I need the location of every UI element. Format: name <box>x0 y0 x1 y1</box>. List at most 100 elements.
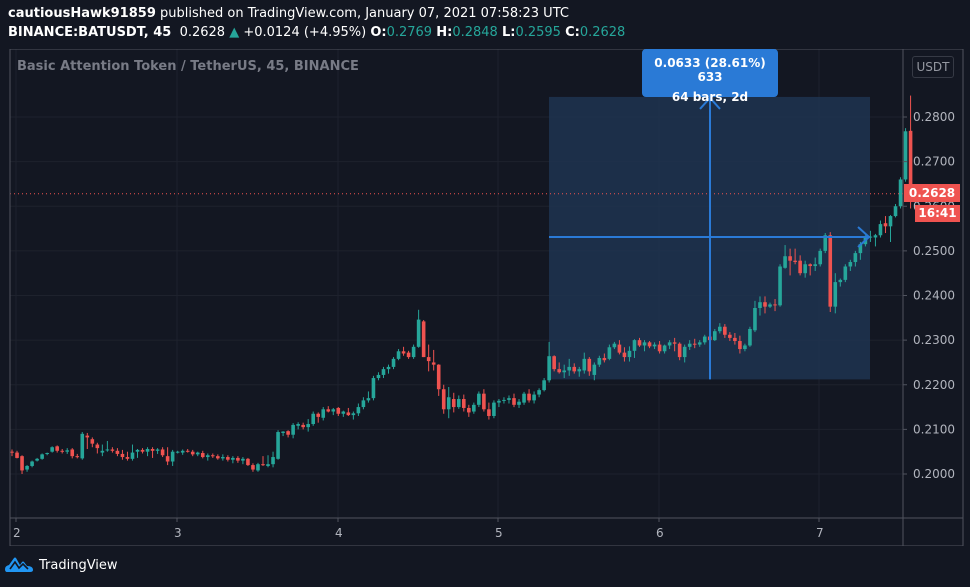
candle-body <box>431 362 436 365</box>
candle-body <box>376 374 381 379</box>
candle-body <box>868 236 873 238</box>
candle-body <box>582 358 587 371</box>
candle-body <box>873 235 878 238</box>
candle-body <box>527 393 531 401</box>
candle-body <box>592 364 597 375</box>
up-arrow-icon: ▲ <box>229 25 240 40</box>
candle-body <box>908 130 913 194</box>
measure-change-text: 0.0633 (28.61%) 633 <box>654 56 766 84</box>
candle-body <box>160 449 165 456</box>
measure-bars-text: 64 bars, 2d <box>671 90 749 104</box>
candle-body <box>692 343 697 345</box>
candle-body <box>828 235 833 307</box>
candle-body <box>251 465 255 470</box>
candle-body <box>532 394 536 401</box>
candle-body <box>135 449 140 452</box>
candle-body <box>652 344 657 347</box>
candle-body <box>60 450 64 452</box>
author-name[interactable]: cautiousHawk91859 <box>8 6 156 21</box>
candle-body <box>80 433 85 459</box>
candle-body <box>140 449 145 452</box>
candle-body <box>903 131 908 180</box>
time-axis-label: 5 <box>495 526 503 540</box>
candle-body <box>301 424 305 428</box>
candle-body <box>346 412 351 416</box>
price-axis-label: 0.2300 <box>913 333 955 347</box>
candle-body <box>627 350 632 358</box>
candle-body <box>738 341 742 350</box>
candle-body <box>391 358 396 367</box>
candle-body <box>552 356 556 370</box>
candlestick-chart[interactable]: 0.2000 0.2100 0.2200 0.2300 0.2400 0.2500 0.26… <box>7 49 964 546</box>
candle-body <box>502 399 506 401</box>
candle-body <box>677 343 682 358</box>
candle-body <box>482 393 486 410</box>
candle-body <box>893 206 898 217</box>
candle-body <box>356 407 361 414</box>
high-label: H: <box>436 25 453 40</box>
candle-body <box>195 452 200 455</box>
candle-body <box>155 449 160 451</box>
candle-body <box>612 343 617 348</box>
candle-body <box>622 352 627 358</box>
candle-body <box>115 450 120 454</box>
candle-body <box>331 409 336 412</box>
candle-body <box>231 457 235 460</box>
candle-body <box>25 465 29 470</box>
candle-body <box>326 409 331 412</box>
candle-body <box>702 336 707 343</box>
candle-body <box>441 389 446 410</box>
candle-body <box>311 413 315 425</box>
candle-body <box>728 334 732 338</box>
candle-body <box>723 326 727 335</box>
candle-body <box>381 369 386 375</box>
candle-body <box>838 279 843 283</box>
candle-body <box>607 347 612 359</box>
candle-body <box>813 264 817 267</box>
tradingview-brand[interactable]: TradingView <box>5 556 118 574</box>
candle-body <box>90 439 95 444</box>
candle-body <box>45 453 49 455</box>
candle-body <box>803 264 807 274</box>
candle-body <box>783 256 787 268</box>
candle-body <box>617 344 622 353</box>
candle-body <box>401 351 406 354</box>
candle-body <box>211 455 215 457</box>
candle-body <box>597 357 602 365</box>
candle-body <box>818 250 823 265</box>
candle-body <box>205 455 210 458</box>
candle-body <box>55 446 59 451</box>
time-axis-label: 4 <box>335 526 343 540</box>
currency-button[interactable]: USDT <box>912 56 954 78</box>
open-label: O: <box>370 25 387 40</box>
candle-body <box>241 458 245 461</box>
tradingview-logo-icon <box>5 557 33 572</box>
candle-body <box>477 393 481 405</box>
candle-body <box>321 409 326 418</box>
candle-body <box>130 452 135 459</box>
open-value: 0.2769 <box>386 25 433 40</box>
candle-body <box>170 451 175 462</box>
candle-body <box>436 364 441 390</box>
candle-body <box>366 398 371 401</box>
symbol-label: BINANCE:BATUSDT, 45 <box>8 25 172 40</box>
price-axis-label: 0.2500 <box>913 244 955 258</box>
candle-body <box>778 266 782 306</box>
candle-body <box>221 457 225 459</box>
candle-body <box>10 451 14 453</box>
time-axis-label: 7 <box>816 526 824 540</box>
last-price-tag: 0.2628 <box>904 184 960 202</box>
candle-body <box>602 357 607 361</box>
low-value: 0.2595 <box>515 25 561 40</box>
candle-body <box>296 424 300 426</box>
candle-body <box>467 407 471 413</box>
candle-body <box>281 431 285 433</box>
candle-body <box>522 393 526 403</box>
price-axis-label: 0.2200 <box>913 378 955 392</box>
candle-body <box>426 357 431 362</box>
candle-body <box>748 328 752 346</box>
measure-tooltip: 0.0633 (28.61%) 633 64 bars, 2d <box>642 49 778 104</box>
candle-body <box>286 431 290 435</box>
candle-body <box>823 235 828 251</box>
candle-body <box>341 411 346 414</box>
